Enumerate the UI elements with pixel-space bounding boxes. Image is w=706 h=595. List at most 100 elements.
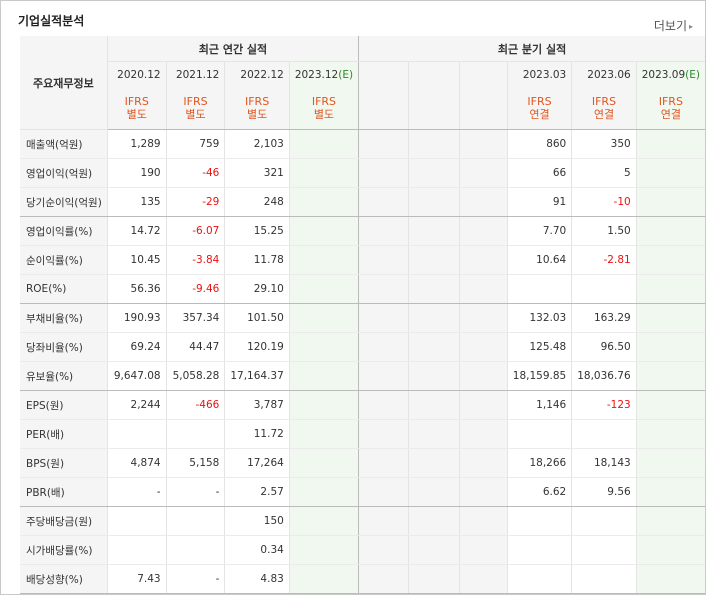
annual-value [288, 419, 359, 449]
quarter-basis: IFRS 연결 [506, 87, 572, 130]
annual-period: 2022.12 [224, 61, 290, 87]
metric-label: 유보율(%) [20, 361, 108, 391]
annual-value [288, 390, 359, 420]
quarter-basis [458, 87, 508, 130]
annual-value [288, 477, 359, 507]
quarter-value [458, 506, 508, 536]
quarter-value [408, 564, 460, 594]
quarter-value [458, 419, 508, 449]
quarter-period: 2023.09(E) [635, 61, 705, 87]
annual-period: 2023.12(E) [288, 61, 359, 87]
quarter-value [571, 535, 637, 565]
period-label: 2021.12 [175, 68, 220, 81]
basis-type: 별도 [313, 108, 335, 121]
quarter-value [506, 535, 572, 565]
table-row: 주당배당금(원) 150 [20, 506, 705, 536]
table-row: 당기순이익(억원) 135 -29 248 91 -10 [20, 187, 705, 217]
basis-type: 연결 [593, 108, 615, 121]
quarter-value: 18,036.76 [571, 361, 637, 391]
table-row: 시가배당률(%) 0.34 [20, 535, 705, 565]
annual-value: - [165, 564, 225, 594]
annual-value: 2.57 [224, 477, 290, 507]
annual-value: 15.25 [224, 216, 290, 246]
quarter-value [408, 216, 460, 246]
basis-std: IFRS [124, 95, 149, 108]
quarter-value [358, 274, 409, 304]
annual-value: - [106, 477, 167, 507]
financial-table: 주요재무정보 최근 연간 실적 최근 분기 실적 2020.12 2021.12 2022… [20, 36, 705, 594]
quarter-value [571, 506, 637, 536]
quarter-value [358, 506, 409, 536]
annual-value: 5,058.28 [165, 361, 225, 391]
annual-value [106, 419, 167, 449]
quarter-value [635, 564, 705, 594]
annual-value: 10.45 [106, 245, 167, 275]
quarter-value [358, 158, 409, 188]
basis-type: 별도 [126, 108, 147, 121]
table-row: 영업이익(억원) 190 -46 321 66 5 [20, 158, 705, 188]
quarter-value: 1.50 [571, 216, 637, 246]
quarter-value [458, 274, 508, 304]
basis-std: IFRS [591, 95, 617, 108]
metric-label: PBR(배) [20, 477, 108, 507]
table-row: ROE(%) 56.36 -9.46 29.10 [20, 274, 705, 304]
basis-std: IFRS [244, 95, 270, 108]
quarter-group-header: 최근 분기 실적 [358, 36, 705, 62]
annual-value [288, 158, 359, 188]
quarter-value: -10 [571, 187, 637, 217]
table-row: 유보율(%) 9,647.08 5,058.28 17,164.37 18,159.85… [20, 361, 705, 391]
quarter-value: 860 [506, 129, 572, 159]
annual-value: -6.07 [165, 216, 225, 246]
annual-value: -3.84 [165, 245, 225, 275]
quarter-value [358, 564, 409, 594]
basis-type: 연결 [529, 108, 550, 121]
annual-value [288, 187, 359, 217]
quarter-value: 163.29 [571, 303, 637, 333]
quarter-value [571, 419, 637, 449]
metric-label: 배당성향(%) [20, 564, 108, 594]
metric-label: 주당배당금(원) [20, 506, 108, 536]
annual-value: 4.83 [224, 564, 290, 594]
quarter-value [358, 187, 409, 217]
quarter-period [408, 61, 460, 87]
quarter-value [506, 506, 572, 536]
annual-value: 17,164.37 [224, 361, 290, 391]
quarter-value [408, 158, 460, 188]
annual-value: 69.24 [106, 332, 167, 362]
quarter-value [358, 303, 409, 333]
annual-value: 321 [224, 158, 290, 188]
annual-value: 29.10 [224, 274, 290, 304]
more-link[interactable]: 더보기 ▸ [654, 17, 693, 34]
period-label: 2023.12 [294, 68, 339, 81]
quarter-value [358, 245, 409, 275]
metric-label: BPS(원) [20, 448, 108, 478]
quarter-value [408, 332, 460, 362]
annual-value [106, 535, 167, 565]
annual-value: -46 [165, 158, 225, 188]
quarter-value: 9.56 [571, 477, 637, 507]
annual-value [288, 303, 359, 333]
quarter-value [458, 129, 508, 159]
quarter-value [635, 390, 705, 420]
annual-value: 17,264 [224, 448, 290, 478]
quarter-value [506, 274, 572, 304]
annual-value: 101.50 [224, 303, 290, 333]
quarter-value [635, 506, 705, 536]
annual-value: 2,244 [106, 390, 167, 420]
quarter-value: 6.62 [506, 477, 572, 507]
annual-value: 4,874 [106, 448, 167, 478]
quarter-value [408, 419, 460, 449]
table-row: EPS(원) 2,244 -466 3,787 1,146 -123 [20, 390, 705, 420]
annual-value: 248 [224, 187, 290, 217]
quarter-value: 10.64 [506, 245, 572, 275]
quarter-value [358, 477, 409, 507]
basis-std: IFRS [311, 95, 337, 108]
annual-value [288, 361, 359, 391]
annual-value: 1,289 [106, 129, 167, 159]
basis-std: IFRS [658, 95, 683, 108]
quarter-value [458, 535, 508, 565]
quarter-value [408, 448, 460, 478]
annual-group-header: 최근 연간 실적 [106, 36, 359, 62]
annual-value: 0.34 [224, 535, 290, 565]
